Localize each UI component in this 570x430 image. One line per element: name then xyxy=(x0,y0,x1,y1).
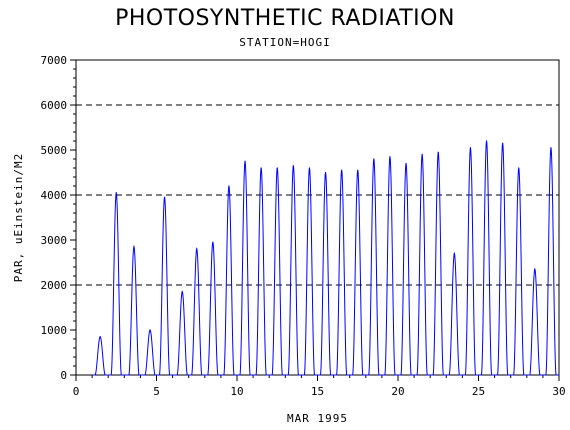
series-line xyxy=(92,140,559,376)
y-tick-label: 3000 xyxy=(41,234,68,247)
data-point xyxy=(373,158,375,160)
data-point xyxy=(99,336,101,338)
x-tick-label: 20 xyxy=(391,385,404,398)
x-tick-label: 0 xyxy=(73,385,80,398)
y-tick-label: 4000 xyxy=(41,189,68,202)
data-point xyxy=(260,167,262,169)
data-point xyxy=(308,167,311,169)
chart-title: PHOTOSYNTHETIC RADIATION xyxy=(115,6,455,31)
data-point xyxy=(228,185,230,187)
data-point xyxy=(437,151,439,153)
data-point xyxy=(181,291,183,293)
x-tick-label: 15 xyxy=(311,385,324,398)
data-point xyxy=(341,169,343,171)
data-point xyxy=(421,153,423,156)
x-tick-label: 25 xyxy=(472,385,485,398)
data-point xyxy=(357,169,359,171)
data-point xyxy=(534,268,536,270)
data-point xyxy=(149,329,151,331)
data-point xyxy=(133,246,135,248)
data-point xyxy=(163,196,166,198)
data-point xyxy=(453,252,455,255)
data-point xyxy=(550,147,552,149)
x-tick-label: 30 xyxy=(552,385,565,398)
x-tick-label: 10 xyxy=(230,385,243,398)
data-point xyxy=(485,140,488,142)
data-point xyxy=(115,192,117,194)
data-point xyxy=(502,142,504,144)
data-point xyxy=(196,248,198,250)
chart-subtitle: STATION=HOGI xyxy=(239,36,331,49)
y-tick-label: 6000 xyxy=(41,99,68,112)
data-point xyxy=(324,171,327,174)
data-point xyxy=(292,165,294,167)
data-point xyxy=(405,162,407,165)
data-point xyxy=(518,167,520,169)
y-tick-label: 1000 xyxy=(41,324,68,337)
y-axis-label: PAR, uEinstein/M2 xyxy=(12,153,25,283)
data-point xyxy=(276,167,278,169)
data-point xyxy=(389,156,391,158)
data-point xyxy=(212,241,214,243)
data-point xyxy=(244,160,246,162)
y-tick-label: 0 xyxy=(60,369,67,382)
x-tick-label: 5 xyxy=(153,385,160,398)
data-point xyxy=(469,147,472,149)
plot-frame xyxy=(75,59,560,376)
y-tick-label: 2000 xyxy=(41,279,68,292)
y-tick-label: 5000 xyxy=(41,144,68,157)
y-tick-label: 7000 xyxy=(41,54,68,67)
x-axis-label: MAR 1995 xyxy=(287,412,348,425)
